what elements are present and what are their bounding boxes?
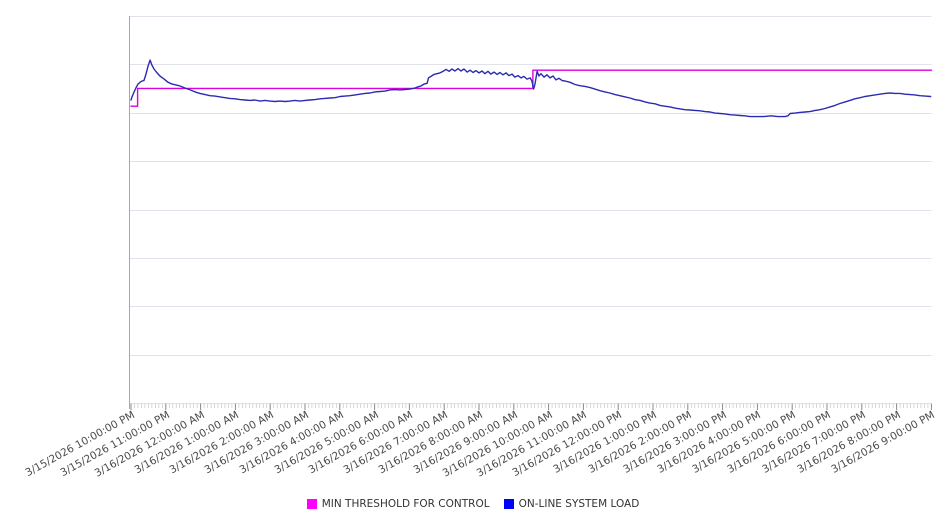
series-lines bbox=[130, 59, 933, 118]
legend-label-min-threshold: MIN THRESHOLD FOR CONTROL bbox=[321, 498, 490, 510]
x-axis-ticks bbox=[130, 403, 932, 410]
legend-label-system-load: ON-LINE SYSTEM LOAD bbox=[518, 498, 640, 510]
legend-item-min-threshold[interactable]: MIN THRESHOLD FOR CONTROL bbox=[306, 498, 490, 510]
chart-legend: MIN THRESHOLD FOR CONTROL ON-LINE SYSTEM… bbox=[0, 498, 946, 510]
legend-swatch-min-threshold-icon bbox=[306, 499, 317, 509]
legend-swatch-system-load-icon bbox=[503, 499, 514, 509]
legend-item-system-load[interactable]: ON-LINE SYSTEM LOAD bbox=[503, 498, 640, 510]
chart-plot-area[interactable] bbox=[129, 16, 933, 413]
horizontal-gridlines bbox=[129, 16, 932, 404]
